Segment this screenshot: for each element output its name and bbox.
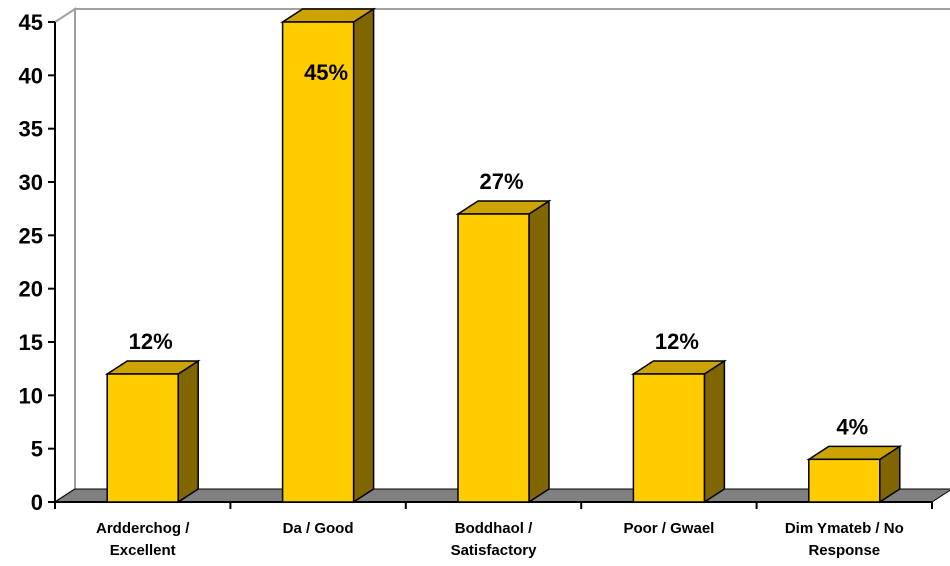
side-wall [54,7,76,504]
x-category-label: Dim Ymateb / No Response [785,520,904,559]
bar-front-face [808,458,881,503]
bar-front-face [281,21,355,503]
bar-side-face [528,199,550,504]
bar [806,444,903,504]
y-tick-label: 5 [31,437,43,462]
data-label: 4% [836,414,868,439]
y-tick-label: 30 [19,170,43,195]
y-tick-label: 10 [19,383,43,408]
x-category-label: Ardderchog / Excellent [96,520,190,559]
x-category-label: Poor / Gwael [623,520,714,537]
data-label: 12% [129,329,173,354]
y-tick-label: 40 [19,63,43,88]
y-tick-label: 0 [31,490,43,515]
x-category-label: Boddhaol / Satisfactory [451,520,538,559]
y-tick-label: 45 [19,10,43,35]
bar [104,359,201,504]
y-tick-label: 20 [19,277,43,302]
data-label: 45% [304,60,348,85]
axes: 0 5 10 15 20 25 30 35 40 45 Ardderchog / Excellent D… [19,10,933,559]
bar [630,359,727,504]
back-wall-edge [74,8,950,489]
bar-front-face [632,373,706,503]
x-category-label: Da / Good [283,520,354,537]
bar [280,7,377,504]
bar [455,199,552,504]
bar-side-face [352,7,375,504]
bar-front-face [457,213,530,503]
bar-side-face [703,359,726,504]
data-label: 27% [479,169,523,194]
bar-front-face [106,373,179,503]
y-tick-label: 15 [19,330,43,355]
bars [104,7,903,504]
bar-side-face [177,359,199,504]
data-labels: 12% 45% 27% 12% 4% [129,60,869,439]
y-tick-label: 35 [19,117,43,142]
data-label: 12% [655,329,699,354]
y-tick-label: 25 [19,223,43,248]
